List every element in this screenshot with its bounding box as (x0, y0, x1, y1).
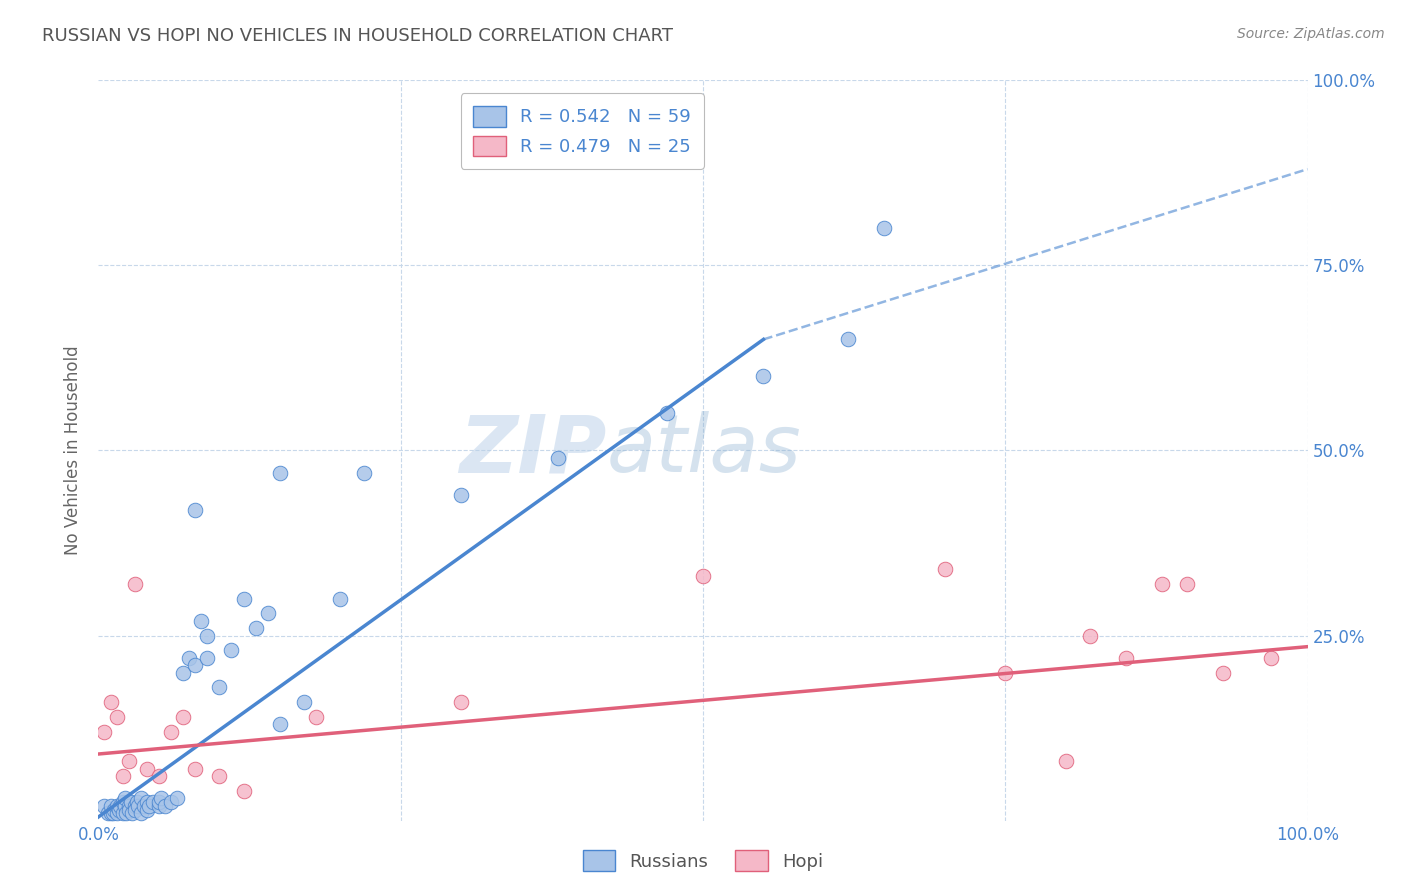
Point (115, 806, 138, 821)
Point (195, 650, 218, 665)
Point (1260, 650, 1282, 665)
Point (837, 332, 859, 346)
Point (179, 650, 201, 665)
Point (105, 798, 128, 813)
Point (269, 717, 291, 731)
Point (148, 798, 170, 813)
Point (105, 710, 128, 724)
Point (1054, 755, 1077, 769)
Text: atlas: atlas (606, 411, 801, 490)
Point (114, 791, 136, 805)
Point (329, 591, 352, 606)
Point (138, 798, 160, 813)
Point (752, 369, 775, 384)
Point (221, 643, 243, 657)
Point (153, 798, 176, 813)
Y-axis label: No Vehicles in Household: No Vehicles in Household (65, 345, 83, 556)
Point (134, 798, 156, 813)
Point (135, 795, 157, 809)
Point (184, 502, 207, 516)
Point (129, 791, 152, 805)
Point (111, 806, 134, 821)
Point (124, 798, 146, 813)
Legend: R = 0.542   N = 59, R = 0.479   N = 25: R = 0.542 N = 59, R = 0.479 N = 25 (461, 93, 703, 169)
Point (127, 795, 149, 809)
Point (160, 724, 183, 739)
Point (1175, 576, 1198, 591)
Point (305, 710, 328, 724)
Legend: Russians, Hopi: Russians, Hopi (575, 843, 831, 879)
Point (994, 665, 1017, 680)
Point (148, 769, 170, 783)
Point (232, 784, 254, 798)
Point (232, 591, 254, 606)
Point (190, 614, 212, 628)
Point (103, 803, 125, 817)
Point (135, 803, 157, 817)
Point (450, 695, 472, 709)
Point (269, 466, 291, 480)
Point (93, 724, 115, 739)
Text: RUSSIAN VS HOPI NO VEHICLES IN HOUSEHOLD CORRELATION CHART: RUSSIAN VS HOPI NO VEHICLES IN HOUSEHOLD… (42, 27, 673, 45)
Point (100, 806, 122, 821)
Point (148, 795, 170, 809)
Point (873, 221, 896, 235)
Point (184, 658, 207, 673)
Text: ZIP: ZIP (458, 411, 606, 490)
Point (120, 795, 142, 809)
Point (93, 798, 115, 813)
Point (166, 791, 188, 805)
Point (127, 798, 149, 813)
Point (108, 798, 131, 813)
Point (353, 466, 375, 480)
Point (1212, 665, 1234, 680)
Point (101, 806, 124, 821)
Point (547, 450, 569, 465)
Point (208, 681, 231, 695)
Point (111, 795, 134, 809)
Point (105, 806, 128, 821)
Point (114, 798, 136, 813)
Point (135, 762, 157, 776)
Point (934, 562, 956, 576)
Point (108, 803, 131, 817)
Point (245, 621, 267, 635)
Point (692, 569, 714, 583)
Point (124, 803, 146, 817)
Text: Source: ZipAtlas.com: Source: ZipAtlas.com (1237, 27, 1385, 41)
Point (172, 710, 194, 724)
Point (184, 762, 207, 776)
Point (118, 798, 141, 813)
Point (208, 769, 231, 783)
Point (292, 695, 315, 709)
Point (150, 791, 173, 805)
Point (121, 806, 143, 821)
Point (129, 806, 152, 821)
Point (100, 798, 122, 813)
Point (1152, 576, 1174, 591)
Point (1115, 650, 1137, 665)
Point (450, 488, 472, 502)
Point (655, 407, 678, 421)
Point (195, 628, 218, 642)
Point (160, 795, 183, 809)
Point (256, 607, 278, 621)
Point (118, 755, 141, 769)
Point (124, 576, 146, 591)
Point (100, 695, 122, 709)
Point (172, 665, 194, 680)
Point (118, 803, 141, 817)
Point (111, 769, 134, 783)
Point (97, 806, 120, 821)
Point (1078, 628, 1101, 642)
Point (142, 795, 165, 809)
